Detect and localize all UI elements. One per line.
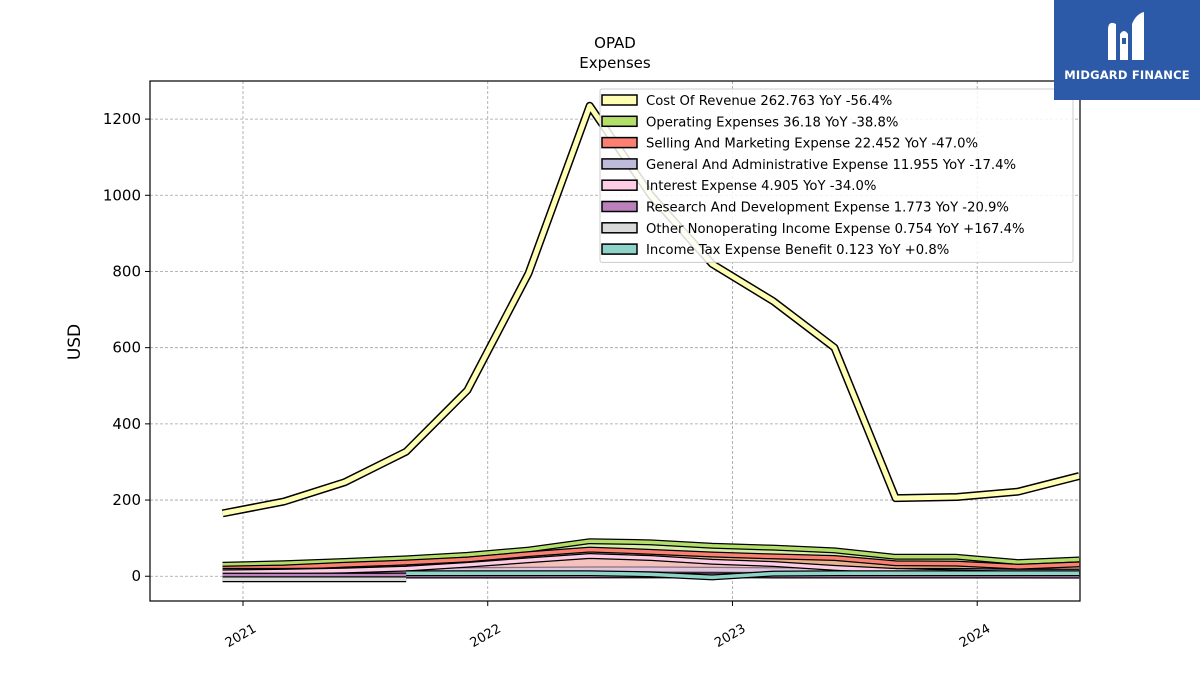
x-tick-label: 2022 xyxy=(468,621,504,651)
y-tick-label: 400 xyxy=(112,415,141,433)
legend: Cost Of Revenue 262.763 YoY -56.4% Operat… xyxy=(599,88,1074,263)
plot-frame xyxy=(149,80,1081,602)
brand-logo: MIDGARD FINANCE xyxy=(1054,0,1200,100)
legend-swatch xyxy=(601,200,638,213)
y-tick-label: 200 xyxy=(112,491,141,509)
legend-label: Cost Of Revenue 262.763 YoY -56.4% xyxy=(646,94,892,109)
chart-title: OPAD xyxy=(594,34,636,52)
y-tick-label: 0 xyxy=(131,567,141,585)
legend-swatch xyxy=(601,115,638,128)
legend-swatch xyxy=(601,243,638,255)
legend-label: General And Administrative Expense 11.95… xyxy=(646,158,1016,173)
brand-logo-icon xyxy=(1108,12,1144,60)
x-tick-label: 2024 xyxy=(957,621,993,651)
legend-label: Interest Expense 4.905 YoY -34.0% xyxy=(646,179,876,194)
series-line xyxy=(222,547,1080,571)
series-income-tax-expense-benefit xyxy=(406,570,1080,581)
legend-label: Research And Development Expense 1.773 Y… xyxy=(646,201,1009,216)
chart-subtitle: Expenses xyxy=(579,54,651,72)
legend-label: Selling And Marketing Expense 22.452 YoY… xyxy=(646,137,978,152)
legend-swatch xyxy=(601,94,638,106)
x-tick-label: 2023 xyxy=(712,621,748,651)
series-other-nonoperating-income-expense xyxy=(222,576,407,583)
y-tick-label: 800 xyxy=(112,262,141,280)
legend-label: Income Tax Expense Benefit 0.123 YoY +0.… xyxy=(646,243,949,258)
legend-label: Other Nonoperating Income Expense 0.754 … xyxy=(646,222,1025,237)
y-axis-label: USD xyxy=(65,324,85,360)
legend-swatch xyxy=(601,222,638,234)
legend-swatch xyxy=(601,158,638,170)
y-tick-label: 1000 xyxy=(103,186,141,204)
series-line xyxy=(222,539,1080,567)
y-tick-label: 600 xyxy=(112,339,141,357)
brand-name: MIDGARD FINANCE xyxy=(1064,68,1190,82)
legend-swatch xyxy=(601,179,638,191)
x-tick-label: 2021 xyxy=(223,621,259,651)
series-line xyxy=(406,571,1080,580)
y-tick-label: 1200 xyxy=(103,110,141,128)
legend-swatch xyxy=(601,136,638,149)
legend-label: Operating Expenses 36.18 YoY -38.8% xyxy=(646,115,898,130)
legend-box xyxy=(599,88,1074,263)
